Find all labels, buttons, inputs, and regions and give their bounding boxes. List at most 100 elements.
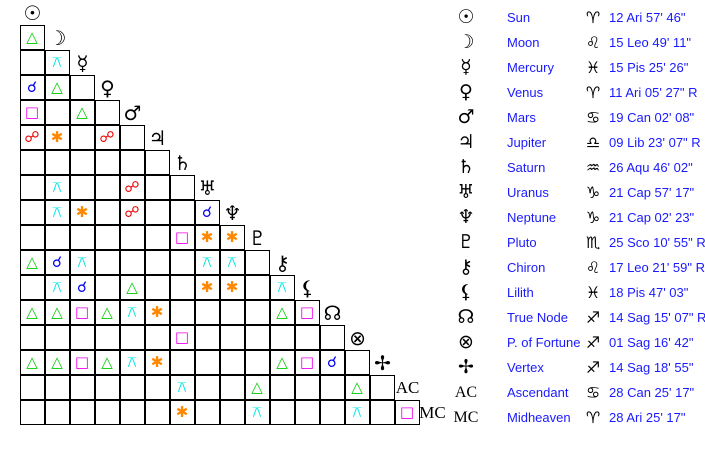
pluto-icon: ♇ [457, 231, 475, 253]
trine-icon: △ [101, 352, 113, 371]
aspect-cell: ☌ [19, 74, 45, 100]
sextile-icon: ✱ [225, 227, 239, 246]
aspect-cell: ⚻ [344, 399, 370, 425]
quincunx-icon: ⚻ [52, 202, 62, 221]
body-position: 17 Leo 21' 59" R [609, 260, 705, 275]
aspect-cell [144, 249, 170, 275]
aspect-cell: ☍ [119, 199, 145, 225]
aspect-cell [144, 274, 170, 300]
aspect-cell [119, 374, 145, 400]
aspect-cell [44, 224, 70, 250]
aspect-cell: □ [169, 224, 195, 250]
body-position: 19 Can 02' 08" [609, 110, 695, 125]
uranus-icon: ♅ [198, 175, 217, 200]
mercury-icon: ☿ [76, 50, 89, 75]
quincunx-icon: ⚻ [52, 277, 62, 296]
square-icon: □ [399, 402, 415, 421]
aspect-cell [119, 149, 145, 175]
body-name: Mars [507, 110, 536, 125]
pisces-icon: ♓ [585, 58, 601, 77]
position-row: ☉ Sun ♈ 12 Ari 57' 46" [452, 5, 705, 30]
position-row: ♆ Neptune ♑ 21 Cap 02' 23" [452, 205, 705, 230]
aspect-cell [244, 324, 270, 350]
pluto-icon: ♇ [248, 225, 267, 250]
aspect-cell [219, 374, 245, 400]
aspect-cell: ☌ [69, 274, 95, 300]
aspect-cell [144, 399, 170, 425]
aspect-cell [94, 274, 120, 300]
lilith-icon: ⚸ [300, 275, 315, 300]
uranus-icon: ♅ [457, 181, 475, 203]
scorpio-icon: ♏ [585, 233, 601, 252]
quincunx-icon: ⚻ [52, 52, 62, 71]
vertex-icon: ✢ [374, 350, 391, 375]
aspect-cell [294, 374, 320, 400]
aspect-cell [244, 299, 270, 325]
aspect-cell: ⚻ [119, 349, 145, 375]
aspect-cell: △ [44, 349, 70, 375]
aspect-cell [244, 349, 270, 375]
aspect-cell [144, 149, 170, 175]
aspect-cell [119, 124, 145, 150]
ascendant-icon: AC [454, 384, 478, 401]
position-row: ♃ Jupiter ♎ 09 Lib 23' 07" R [452, 130, 705, 155]
aspect-cell [244, 274, 270, 300]
aspect-cell [19, 399, 45, 425]
aspect-cell: ✱ [194, 274, 220, 300]
sagittarius-icon: ♐ [585, 333, 601, 352]
trine-icon: △ [51, 302, 63, 321]
aspect-cell [94, 174, 120, 200]
body-name: Jupiter [507, 135, 547, 150]
aspect-cell: ⚻ [269, 274, 295, 300]
moon-icon: ☽ [48, 25, 67, 50]
aspect-cell [319, 374, 345, 400]
aspect-cell: ⚻ [44, 199, 70, 225]
body-name: Chiron [507, 260, 546, 275]
aquarius-icon: ♒ [585, 158, 601, 177]
mercury-icon: ☿ [460, 56, 472, 78]
aspect-cell [44, 149, 70, 175]
aspect-cell: ☌ [194, 199, 220, 225]
aspect-cell: △ [19, 249, 45, 275]
body-position: 14 Sag 18' 55" [609, 360, 694, 375]
aspect-cell [119, 399, 145, 425]
position-row: ☿ Mercury ♓ 15 Pis 25' 26" [452, 55, 705, 80]
aspect-cell: □ [19, 99, 45, 125]
aspect-cell: △ [44, 74, 70, 100]
body-name: Saturn [507, 160, 546, 175]
leo-icon: ♌ [585, 258, 601, 277]
body-position: 26 Aqu 46' 02" [609, 160, 693, 175]
aspect-cell: △ [19, 299, 45, 325]
sextile-icon: ✱ [200, 277, 214, 296]
aspect-cell: △ [19, 24, 45, 50]
aspect-cell [119, 224, 145, 250]
sun-icon: ☉ [23, 0, 42, 25]
aspect-cell [344, 349, 370, 375]
aspect-cell [119, 324, 145, 350]
quincunx-icon: ⚻ [352, 402, 362, 421]
part-of-fortune-icon: ⊗ [458, 331, 474, 353]
body-position: 12 Ari 57' 46" [609, 10, 686, 25]
quincunx-icon: ⚻ [202, 252, 212, 271]
body-position: 28 Ari 25' 17" [609, 410, 686, 425]
midheaven-icon: MC [453, 409, 479, 426]
position-row: ☽ Moon ♌ 15 Leo 49' 11" [452, 30, 705, 55]
aspect-cell: △ [244, 374, 270, 400]
aspect-cell: ✱ [219, 274, 245, 300]
aspect-cell: ⚻ [169, 374, 195, 400]
capricorn-icon: ♑ [585, 208, 601, 227]
aspect-cell: ⚻ [44, 174, 70, 200]
position-row: ♅ Uranus ♑ 21 Cap 57' 17" [452, 180, 705, 205]
aspect-cell [94, 149, 120, 175]
aspect-cell: ✱ [144, 349, 170, 375]
aspect-cell: ⚻ [119, 299, 145, 325]
aspect-cell [269, 399, 295, 425]
aspect-cell [69, 174, 95, 200]
aspect-cell [19, 149, 45, 175]
aspect-cell: △ [44, 299, 70, 325]
position-row: AC Ascendant ♋ 28 Can 25' 17" [452, 380, 705, 405]
aspect-cell [144, 324, 170, 350]
aspect-cell [19, 199, 45, 225]
aspect-cell: ✱ [144, 299, 170, 325]
aspect-cell [94, 224, 120, 250]
